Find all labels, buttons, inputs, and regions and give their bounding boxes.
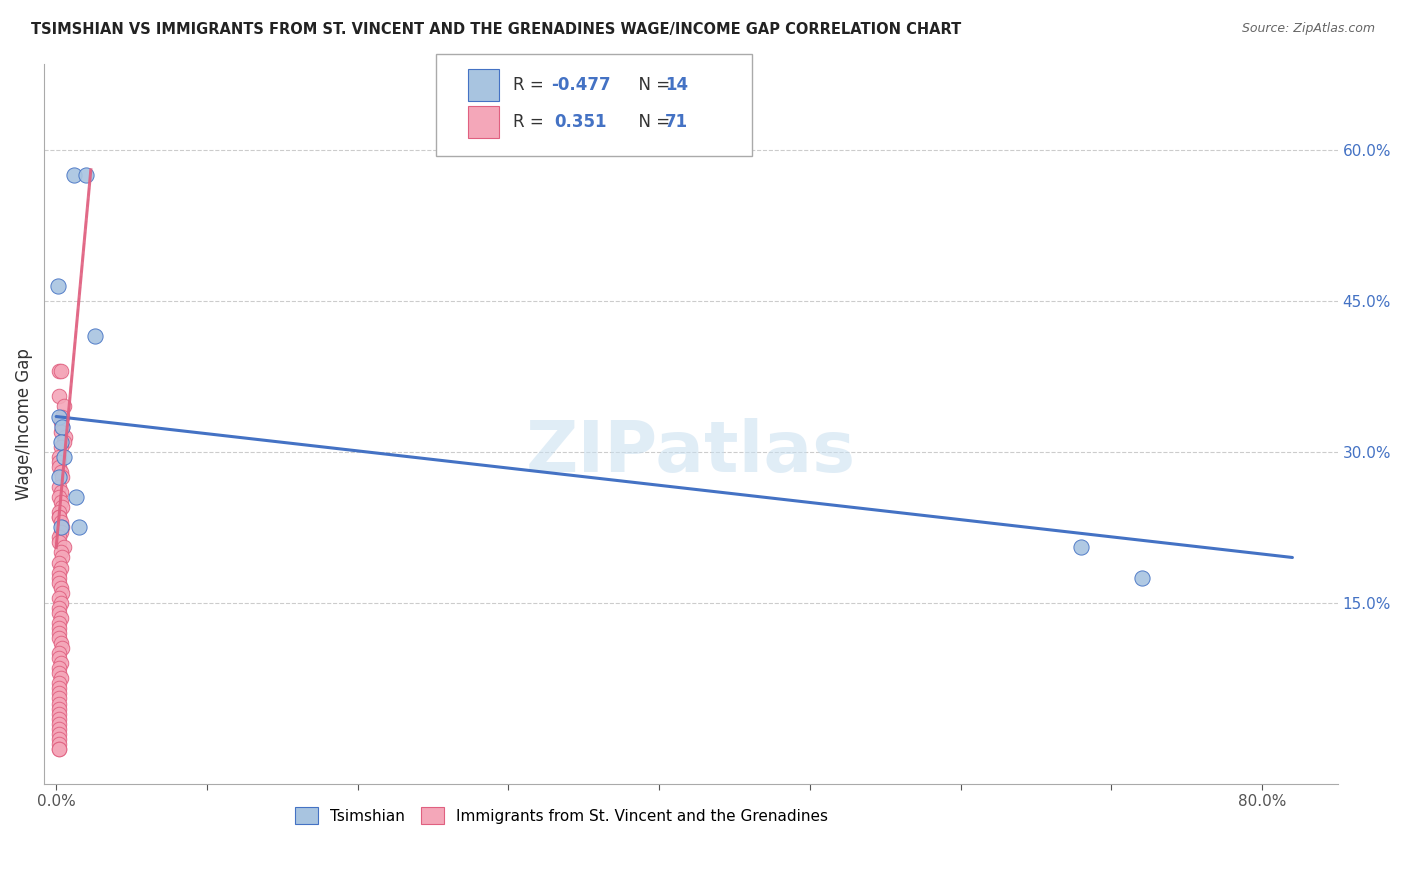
Point bbox=[48, 706, 70, 721]
Point bbox=[49, 560, 72, 574]
Point bbox=[46, 278, 69, 293]
Point bbox=[49, 364, 72, 378]
Point bbox=[48, 697, 70, 711]
Point bbox=[48, 606, 70, 620]
Point bbox=[48, 737, 70, 751]
Point bbox=[48, 490, 70, 504]
Point bbox=[49, 520, 72, 534]
Point bbox=[49, 611, 72, 625]
Text: N =: N = bbox=[628, 113, 676, 131]
Text: R =: R = bbox=[513, 76, 550, 94]
Point bbox=[48, 409, 70, 424]
Point bbox=[49, 465, 72, 479]
Point bbox=[51, 419, 73, 434]
Text: R =: R = bbox=[513, 113, 554, 131]
Point bbox=[48, 575, 70, 590]
Point bbox=[48, 626, 70, 640]
Point bbox=[52, 450, 75, 464]
Point bbox=[65, 490, 87, 504]
Point bbox=[49, 657, 72, 671]
Point bbox=[84, 329, 107, 343]
Point bbox=[49, 671, 72, 685]
Point bbox=[48, 712, 70, 726]
Point bbox=[49, 434, 72, 449]
Point bbox=[51, 419, 73, 434]
Point bbox=[51, 550, 73, 565]
Point bbox=[48, 716, 70, 731]
Legend: Tsimshian, Immigrants from St. Vincent and the Grenadines: Tsimshian, Immigrants from St. Vincent a… bbox=[290, 800, 834, 830]
Point bbox=[51, 470, 73, 484]
Point bbox=[49, 425, 72, 439]
Text: 14: 14 bbox=[665, 76, 688, 94]
Point bbox=[48, 727, 70, 741]
Point bbox=[49, 485, 72, 500]
Point bbox=[48, 535, 70, 549]
Point bbox=[49, 636, 72, 650]
Point bbox=[49, 545, 72, 559]
Point bbox=[48, 364, 70, 378]
Point bbox=[48, 530, 70, 544]
Point bbox=[48, 722, 70, 736]
Point bbox=[48, 505, 70, 519]
Point bbox=[48, 450, 70, 464]
Point bbox=[48, 701, 70, 715]
Text: ZIPatlas: ZIPatlas bbox=[526, 418, 856, 487]
Point bbox=[51, 520, 73, 534]
Point bbox=[48, 615, 70, 630]
Point bbox=[1070, 541, 1092, 555]
Point bbox=[48, 651, 70, 665]
Point bbox=[48, 731, 70, 746]
Point bbox=[48, 686, 70, 700]
Point bbox=[49, 495, 72, 509]
Point bbox=[49, 581, 72, 595]
Point bbox=[49, 596, 72, 610]
Point bbox=[63, 168, 86, 182]
Point bbox=[48, 631, 70, 645]
Point bbox=[48, 571, 70, 585]
Point bbox=[52, 400, 75, 414]
Point bbox=[48, 666, 70, 681]
Point bbox=[48, 510, 70, 524]
Point bbox=[49, 440, 72, 454]
Point bbox=[51, 586, 73, 600]
Point bbox=[48, 566, 70, 580]
Text: N =: N = bbox=[628, 76, 676, 94]
Point bbox=[48, 676, 70, 690]
Point bbox=[48, 741, 70, 756]
Point bbox=[51, 641, 73, 656]
Point bbox=[48, 646, 70, 660]
Point bbox=[48, 510, 70, 524]
Point bbox=[49, 515, 72, 529]
Text: -0.477: -0.477 bbox=[551, 76, 610, 94]
Point bbox=[48, 600, 70, 615]
Y-axis label: Wage/Income Gap: Wage/Income Gap bbox=[15, 348, 32, 500]
Point bbox=[49, 525, 72, 540]
Point bbox=[1130, 571, 1153, 585]
Point bbox=[48, 691, 70, 706]
Point bbox=[49, 415, 72, 429]
Text: 71: 71 bbox=[665, 113, 688, 131]
Text: TSIMSHIAN VS IMMIGRANTS FROM ST. VINCENT AND THE GRENADINES WAGE/INCOME GAP CORR: TSIMSHIAN VS IMMIGRANTS FROM ST. VINCENT… bbox=[31, 22, 962, 37]
Text: Source: ZipAtlas.com: Source: ZipAtlas.com bbox=[1241, 22, 1375, 36]
Point bbox=[48, 681, 70, 696]
Point bbox=[51, 409, 73, 424]
Text: 0.351: 0.351 bbox=[554, 113, 606, 131]
Point bbox=[52, 541, 75, 555]
Point bbox=[48, 661, 70, 675]
Point bbox=[48, 741, 70, 756]
Point bbox=[48, 480, 70, 494]
Point bbox=[48, 459, 70, 474]
Point bbox=[48, 470, 70, 484]
Point bbox=[48, 556, 70, 570]
Point bbox=[48, 621, 70, 635]
Point bbox=[48, 591, 70, 605]
Point bbox=[75, 168, 97, 182]
Point bbox=[48, 455, 70, 469]
Point bbox=[67, 520, 90, 534]
Point bbox=[51, 500, 73, 515]
Point bbox=[52, 434, 75, 449]
Point bbox=[53, 430, 76, 444]
Point bbox=[48, 389, 70, 403]
